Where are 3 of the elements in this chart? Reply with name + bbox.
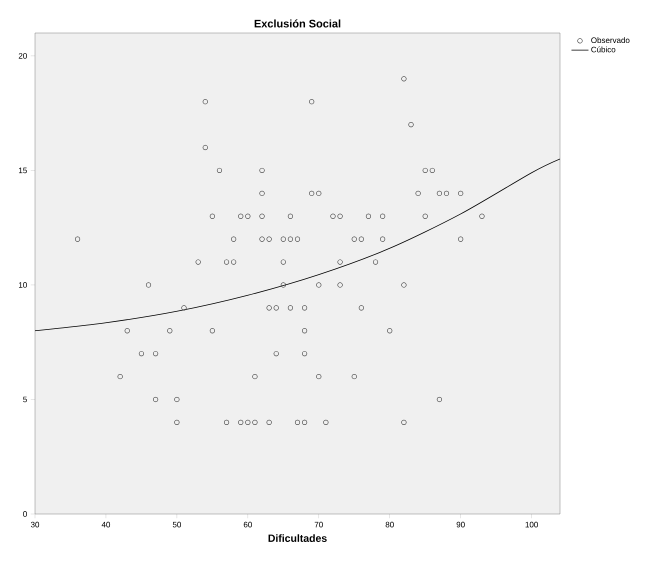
- line-series: [35, 158, 560, 332]
- chart-title: Exclusión Social: [254, 19, 340, 28]
- x-axis-title: Dificultades: [268, 534, 327, 542]
